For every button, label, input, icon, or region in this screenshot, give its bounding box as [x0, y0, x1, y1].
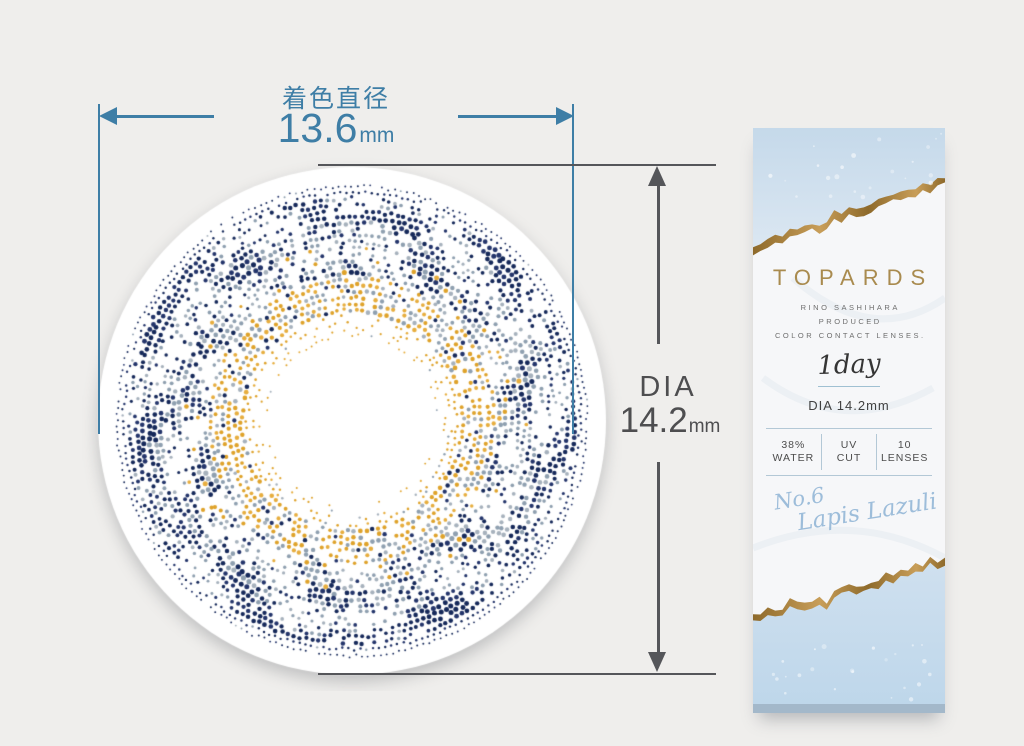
brand-name: TOPARDS	[772, 265, 934, 290]
dimension-tick-left	[98, 104, 100, 434]
spec-value: 10	[897, 439, 912, 451]
value-number: 14.2	[619, 401, 688, 440]
spec-label: LENSES	[880, 452, 929, 464]
dimension-tick-top	[318, 164, 716, 166]
dia-label: DIA	[639, 371, 697, 403]
divider	[766, 475, 932, 476]
value-unit: mm	[359, 124, 395, 147]
produced-line: PRODUCED	[818, 317, 882, 326]
produced-line: RINO SASHIHARA	[800, 303, 900, 312]
spec-label: CUT	[836, 452, 862, 464]
spec-value: 38%	[781, 439, 806, 451]
arrow-shaft	[114, 115, 214, 118]
spec-lenses: 10 LENSES	[876, 434, 932, 470]
produced-line: COLOR CONTACT LENSES.	[774, 331, 926, 340]
divider	[766, 428, 932, 429]
arrow-up-icon	[648, 166, 666, 186]
box-dia-text: DIA 14.2mm	[808, 398, 890, 413]
arrow-left-icon	[99, 107, 117, 125]
colored-diameter-label: 着色直径	[281, 85, 390, 113]
box-marble-art	[753, 128, 945, 713]
contact-lens-render	[82, 151, 622, 691]
product-box: TOPARDS RINO SASHIHARA PRODUCED COLOR CO…	[753, 128, 945, 713]
spec-value: UV	[840, 439, 858, 451]
dia-value: 14.2mm	[586, 401, 754, 441]
arrow-shaft	[657, 462, 660, 654]
arrow-shaft	[458, 115, 558, 118]
colored-diameter-value: 13.6mm	[216, 105, 456, 152]
arrow-down-icon	[648, 652, 666, 672]
value-number: 13.6	[277, 105, 358, 151]
arrow-right-icon	[556, 107, 574, 125]
spec-label: WATER	[772, 452, 815, 464]
spec-water: 38% WATER	[766, 434, 821, 470]
spec-uv: UV CUT	[820, 434, 877, 470]
value-unit: mm	[688, 416, 721, 437]
arrow-shaft	[657, 184, 660, 344]
dimension-tick-right	[572, 104, 574, 434]
divider	[818, 386, 880, 387]
spec-table: 38% WATER UV CUT 10 LENSES	[766, 434, 932, 470]
dimension-tick-bottom	[318, 673, 716, 675]
